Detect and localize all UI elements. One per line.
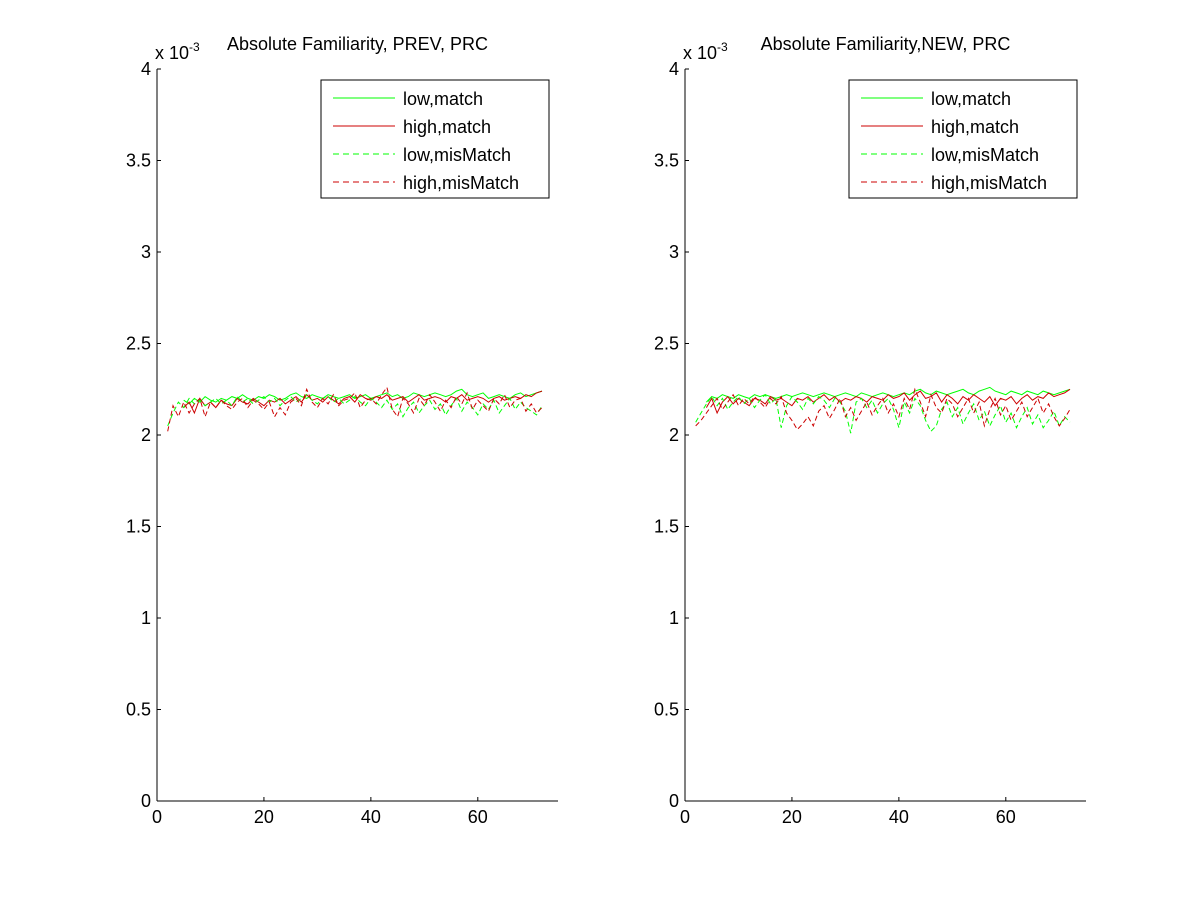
legend-box (320, 79, 550, 199)
y-tick-label: 2.5 (126, 334, 151, 354)
y-tick-label: 4 (669, 59, 679, 79)
axis-multiplier-label: x 10-3 (155, 40, 200, 63)
x-tick-label: 60 (468, 807, 488, 827)
x-tick-label: 20 (782, 807, 802, 827)
legend-entry-label: high,misMatch (403, 173, 519, 193)
y-tick-label: 3 (141, 242, 151, 262)
legend-entry-label: high,misMatch (931, 173, 1047, 193)
series-line-1-3 (167, 394, 543, 427)
x-tick-label: 20 (254, 807, 274, 827)
legend-entry-label: low,match (931, 89, 1011, 109)
legend-entry-label: high,match (931, 117, 1019, 137)
x-tick-label: 0 (152, 807, 162, 827)
y-tick-label: 3.5 (126, 151, 151, 171)
multiplier-base: x 10 (155, 43, 189, 63)
y-tick-label: 1.5 (654, 517, 679, 537)
y-tick-label: 1.5 (126, 517, 151, 537)
y-tick-label: 3.5 (654, 151, 679, 171)
axes-panel-1: 00.511.522.533.540 20 40 60x 10-3 Absolute F… (126, 34, 558, 827)
y-tick-label: 4 (141, 59, 151, 79)
legend-entry-label: high,match (403, 117, 491, 137)
x-tick-label: 40 (361, 807, 381, 827)
legend-entry-label: low,misMatch (403, 145, 511, 165)
y-tick-label: 3 (669, 242, 679, 262)
series-line-2-4 (695, 387, 1071, 431)
y-tick-label: 2 (669, 425, 679, 445)
x-tick-label: 40 (889, 807, 909, 827)
multiplier-exponent: -3 (189, 40, 200, 54)
series-line-2-2 (705, 388, 1071, 415)
x-tick-label: 60 (996, 807, 1016, 827)
series-line-2-3 (695, 393, 1071, 434)
y-tick-label: 2 (141, 425, 151, 445)
y-tick-label: 0.5 (126, 700, 151, 720)
y-tick-label: 0 (141, 791, 151, 811)
series-line-1-1 (183, 388, 543, 405)
series-line-1-2 (183, 390, 543, 415)
y-tick-label: 0 (669, 791, 679, 811)
y-tick-label: 2.5 (654, 334, 679, 354)
chart-title: Absolute Familiarity,NEW, PRC (761, 34, 1011, 54)
series-line-1-4 (167, 386, 543, 432)
x-tick-label: 0 (680, 807, 690, 827)
axes-panel-2: 00.511.522.533.540 20 40 60x 10-3 Absolute F… (654, 34, 1086, 827)
y-tick-label: 0.5 (654, 700, 679, 720)
legend-box (848, 79, 1078, 199)
legend: low,match high,match low,misMatch high,misM… (848, 79, 1078, 199)
multiplier-exponent: -3 (717, 40, 728, 54)
legend: low,match high,match low,misMatch high,misM… (320, 79, 550, 199)
chart-title: Absolute Familiarity, PREV, PRC (227, 34, 488, 54)
legend-entry-label: low,misMatch (931, 145, 1039, 165)
legend-entry-label: low,match (403, 89, 483, 109)
axis-multiplier-label: x 10-3 (683, 40, 728, 63)
multiplier-base: x 10 (683, 43, 717, 63)
y-tick-label: 1 (669, 608, 679, 628)
y-tick-label: 1 (141, 608, 151, 628)
